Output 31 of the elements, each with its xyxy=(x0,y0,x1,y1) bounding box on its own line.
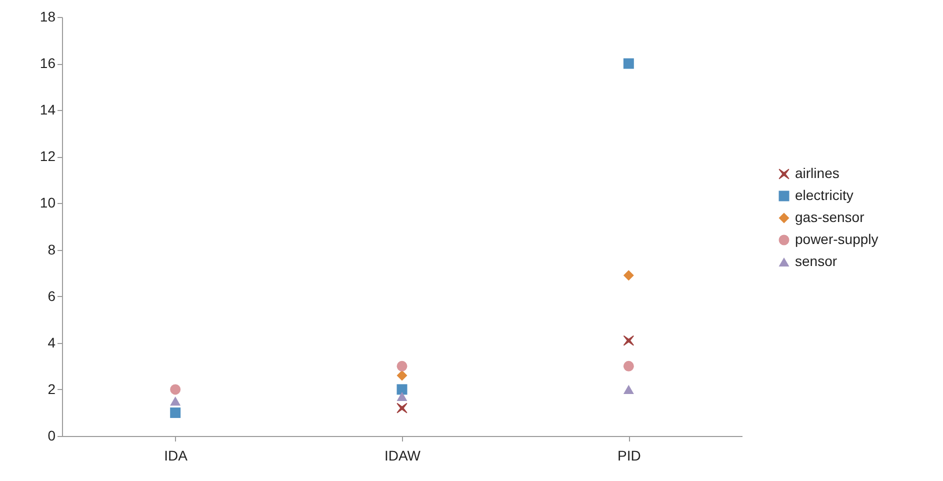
y-tick-label: 4 xyxy=(48,334,56,350)
point xyxy=(396,384,408,395)
y-tick-label: 2 xyxy=(48,380,56,397)
legend-label: power-supply xyxy=(795,231,878,247)
point xyxy=(623,384,634,394)
y-tick-label: 8 xyxy=(48,241,56,258)
point xyxy=(623,270,634,281)
point xyxy=(396,360,408,372)
legend-label: electricity xyxy=(795,187,854,203)
y-tick-label: 12 xyxy=(40,148,56,164)
y-tick-label: 18 xyxy=(40,8,56,24)
y-tick-label: 0 xyxy=(48,428,56,444)
x-tick-label: IDA xyxy=(164,448,188,464)
legend-label: airlines xyxy=(795,165,840,181)
point xyxy=(396,392,408,401)
point xyxy=(170,396,181,406)
legend-label: gas-sensor xyxy=(795,209,865,225)
legend-label: sensor xyxy=(795,253,838,269)
point xyxy=(623,58,634,69)
y-tick-label: 14 xyxy=(40,102,56,118)
x-tick-label: IDAW xyxy=(384,448,422,464)
point xyxy=(396,370,408,381)
y-tick-label: 6 xyxy=(48,288,56,304)
point xyxy=(396,402,408,414)
point xyxy=(623,335,634,346)
point xyxy=(170,384,181,395)
point xyxy=(623,360,634,372)
point xyxy=(170,407,181,418)
y-tick-label: 16 xyxy=(40,55,56,72)
x-tick-label: PID xyxy=(617,448,641,464)
y-tick-label: 10 xyxy=(40,194,56,211)
